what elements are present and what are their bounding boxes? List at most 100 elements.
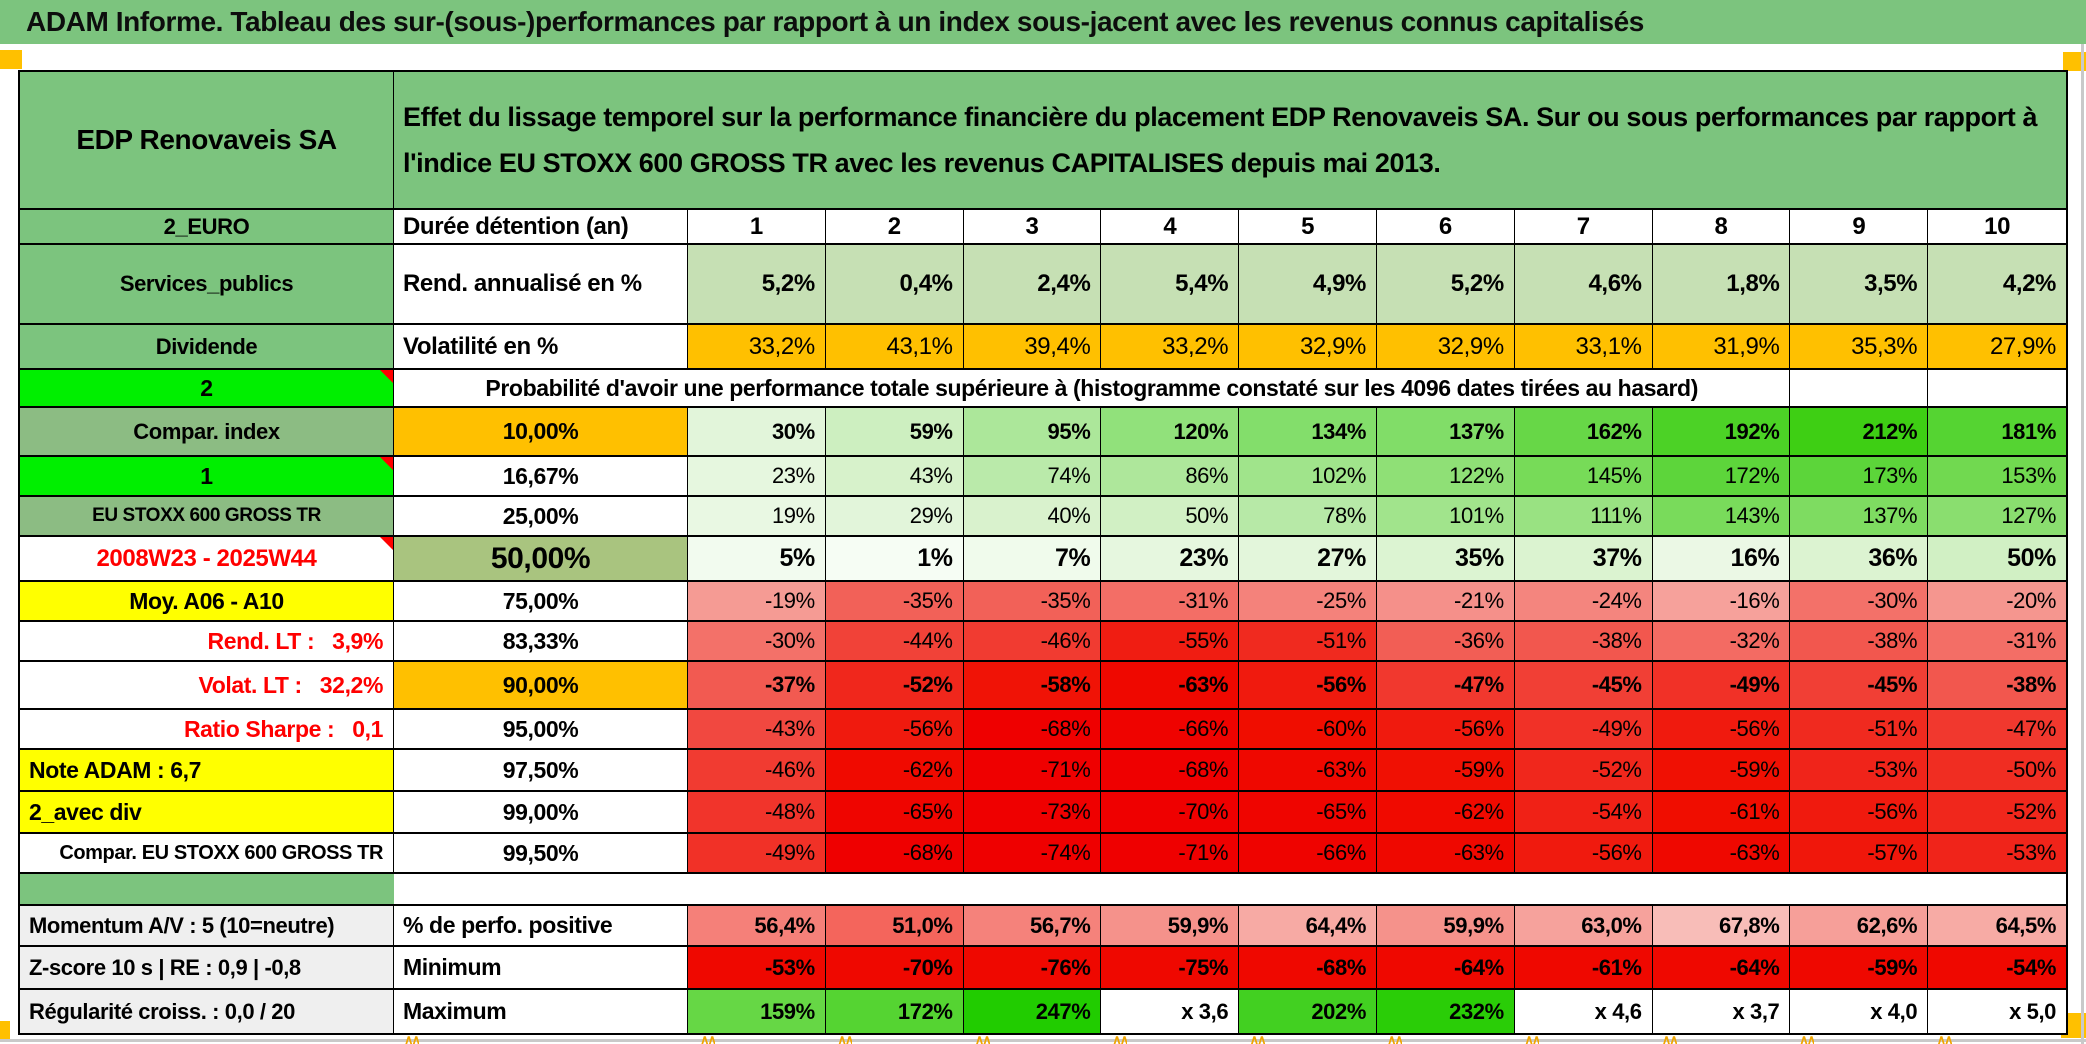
value-cell[interactable]: -51% (1239, 622, 1377, 662)
value-cell[interactable]: 247% (963, 990, 1102, 1033)
value-cell[interactable]: 23% (1101, 537, 1240, 582)
row-header-cell[interactable]: Rend. annualisé en % (394, 245, 688, 325)
value-cell[interactable]: 50% (1101, 497, 1240, 537)
value-cell[interactable]: -53% (1928, 834, 2066, 874)
value-cell[interactable]: -30% (688, 622, 826, 662)
value-cell[interactable]: 95% (963, 408, 1102, 457)
value-cell[interactable]: 1 (688, 210, 826, 245)
value-cell[interactable]: -19% (688, 582, 826, 622)
row-header-cell[interactable]: 83,33% (394, 622, 688, 662)
value-cell[interactable]: -53% (688, 947, 826, 990)
value-cell[interactable]: -52% (1514, 750, 1653, 792)
value-cell[interactable]: 162% (1514, 408, 1653, 457)
value-cell[interactable]: -71% (1101, 834, 1240, 874)
value-cell[interactable]: -31% (1101, 582, 1240, 622)
value-cell[interactable]: 212% (1790, 408, 1929, 457)
value-cell[interactable]: -52% (1928, 792, 2066, 834)
value-cell[interactable] (1790, 370, 1929, 408)
value-cell[interactable]: -61% (1514, 947, 1653, 990)
row-header-cell[interactable]: Durée détention (an) (394, 210, 688, 245)
value-cell[interactable]: -59% (1377, 750, 1515, 792)
row-header-cell[interactable]: 99,00% (394, 792, 688, 834)
value-cell[interactable]: -35% (963, 582, 1102, 622)
value-cell[interactable]: 30% (688, 408, 826, 457)
row-label-cell[interactable]: Régularité croiss. : 0,0 / 20 (20, 990, 394, 1033)
value-cell[interactable]: 4,2% (1928, 245, 2066, 325)
row-header-cell[interactable]: 50,00% (394, 537, 688, 582)
value-cell[interactable]: -64% (1652, 947, 1791, 990)
row-label-cell[interactable]: 2008W23 - 2025W44 (20, 537, 394, 582)
value-cell[interactable]: x 5,0 (1928, 990, 2066, 1033)
value-cell[interactable]: -46% (963, 622, 1102, 662)
value-cell[interactable]: 122% (1377, 457, 1515, 497)
value-cell[interactable]: -30% (1790, 582, 1929, 622)
value-cell[interactable]: 62,6% (1790, 904, 1929, 947)
value-cell[interactable]: 33,1% (1514, 325, 1653, 370)
value-cell[interactable]: -56% (1790, 792, 1929, 834)
value-cell[interactable]: 64,5% (1928, 904, 2066, 947)
value-cell[interactable]: 78% (1239, 497, 1377, 537)
value-cell[interactable]: 6 (1377, 210, 1515, 245)
value-cell[interactable]: 63,0% (1514, 904, 1653, 947)
value-cell[interactable]: x 3,7 (1652, 990, 1791, 1033)
value-cell[interactable]: 35,3% (1790, 325, 1929, 370)
value-cell[interactable]: -38% (1790, 622, 1929, 662)
value-cell[interactable]: 153% (1928, 457, 2066, 497)
row-header-cell[interactable]: % de perfo. positive (394, 904, 688, 947)
value-cell[interactable]: 3,5% (1790, 245, 1929, 325)
value-cell[interactable]: 50% (1928, 537, 2066, 582)
value-cell[interactable]: 29% (825, 497, 964, 537)
value-cell[interactable]: -70% (1101, 792, 1240, 834)
value-cell[interactable]: -38% (1928, 662, 2066, 710)
value-cell[interactable]: 137% (1377, 408, 1515, 457)
row-label-cell[interactable]: Services_publics (20, 245, 394, 325)
value-cell[interactable]: -25% (1239, 582, 1377, 622)
value-cell[interactable]: -43% (688, 710, 826, 750)
value-cell[interactable]: 2,4% (963, 245, 1102, 325)
value-cell[interactable]: 0,4% (825, 245, 964, 325)
value-cell[interactable]: -63% (1652, 834, 1791, 874)
value-cell[interactable]: 74% (963, 457, 1102, 497)
value-cell[interactable]: 5,2% (688, 245, 826, 325)
value-cell[interactable]: 134% (1239, 408, 1377, 457)
value-cell[interactable]: 172% (825, 990, 964, 1033)
value-cell[interactable]: -47% (1928, 710, 2066, 750)
value-cell[interactable]: 202% (1239, 990, 1377, 1033)
value-cell[interactable]: -46% (688, 750, 826, 792)
row-label-cell[interactable]: 2_avec div (20, 792, 394, 834)
row-header-cell[interactable]: Volatilité en % (394, 325, 688, 370)
value-cell[interactable]: 145% (1514, 457, 1653, 497)
value-cell[interactable]: 33,2% (1101, 325, 1240, 370)
value-cell[interactable]: -44% (825, 622, 964, 662)
value-cell[interactable]: -63% (1377, 834, 1515, 874)
value-cell[interactable]: 120% (1101, 408, 1240, 457)
value-cell[interactable]: 8 (1652, 210, 1791, 245)
value-cell[interactable]: 37% (1514, 537, 1653, 582)
value-cell[interactable]: -48% (688, 792, 826, 834)
value-cell[interactable]: -64% (1377, 947, 1515, 990)
value-cell[interactable]: x 4,6 (1514, 990, 1653, 1033)
value-cell[interactable]: 7% (963, 537, 1102, 582)
value-cell[interactable]: 33,2% (688, 325, 826, 370)
value-cell[interactable]: 27% (1239, 537, 1377, 582)
value-cell[interactable]: -63% (1101, 662, 1240, 710)
value-cell[interactable]: 39,4% (963, 325, 1102, 370)
value-cell[interactable]: x 3,6 (1101, 990, 1240, 1033)
value-cell[interactable]: 137% (1790, 497, 1929, 537)
row-label-cell[interactable]: Ratio Sharpe : 0,1 (20, 710, 394, 750)
value-cell[interactable]: 9 (1790, 210, 1929, 245)
merged-cell[interactable]: Probabilité d'avoir une performance tota… (394, 370, 1791, 408)
row-label-cell[interactable]: 2 (20, 370, 394, 408)
row-label-cell[interactable]: Note ADAM : 6,7 (20, 750, 394, 792)
value-cell[interactable]: 111% (1514, 497, 1653, 537)
row-label-cell[interactable]: Dividende (20, 325, 394, 370)
value-cell[interactable]: 173% (1790, 457, 1929, 497)
value-cell[interactable]: -65% (825, 792, 964, 834)
value-cell[interactable]: 32,9% (1239, 325, 1377, 370)
value-cell[interactable]: -37% (688, 662, 826, 710)
value-cell[interactable]: 23% (688, 457, 826, 497)
value-cell[interactable]: -35% (825, 582, 964, 622)
value-cell[interactable]: -21% (1377, 582, 1515, 622)
value-cell[interactable]: -68% (1239, 947, 1377, 990)
value-cell[interactable]: -56% (825, 710, 964, 750)
